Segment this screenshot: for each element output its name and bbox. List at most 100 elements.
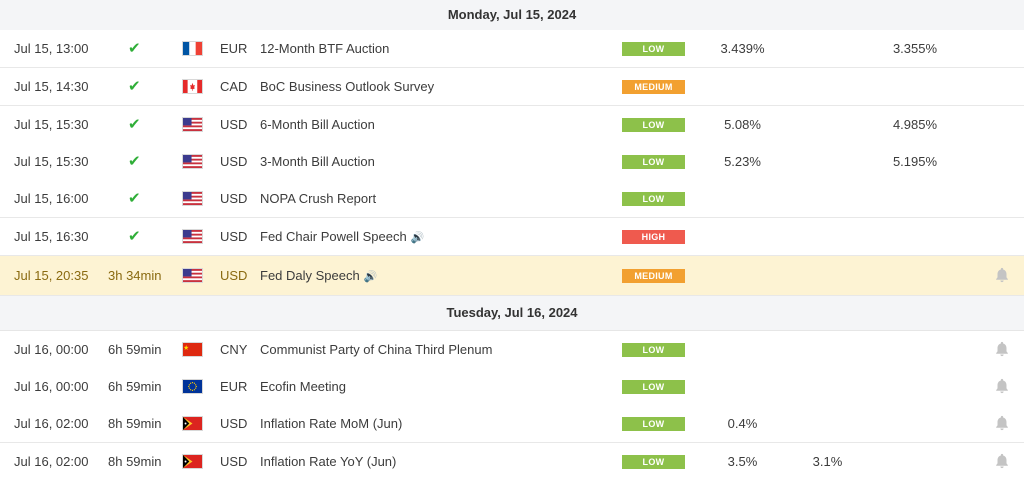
bell-icon[interactable] bbox=[993, 266, 1011, 284]
flag-ca-icon bbox=[182, 79, 203, 94]
previous-value: 4.985% bbox=[892, 117, 938, 132]
event-name[interactable]: Communist Party of China Third Plenum bbox=[260, 331, 492, 368]
impact-badge: MEDIUM bbox=[622, 269, 685, 283]
previous-value: 5.195% bbox=[892, 154, 938, 169]
table-row[interactable]: Jul 16, 02:00 8h 59min USD Inflation Rat… bbox=[0, 405, 1024, 443]
event-name[interactable]: 3-Month Bill Auction bbox=[260, 143, 375, 180]
impact-badge: LOW bbox=[622, 455, 685, 469]
countdown: 3h 34min bbox=[108, 268, 162, 283]
table-row[interactable]: Jul 15, 15:30 ✔ USD 3-Month Bill Auction… bbox=[0, 143, 1024, 181]
previous-value: 3.355% bbox=[892, 41, 938, 56]
event-name[interactable]: 6-Month Bill Auction bbox=[260, 106, 375, 143]
impact-badge: LOW bbox=[622, 343, 685, 357]
event-name-text: Inflation Rate YoY (Jun) bbox=[260, 454, 397, 469]
countdown: 8h 59min bbox=[108, 416, 162, 431]
table-row[interactable]: Jul 15, 16:30 ✔ USD Fed Chair Powell Spe… bbox=[0, 218, 1024, 256]
event-time: Jul 15, 14:30 bbox=[14, 79, 89, 94]
countdown: 6h 59min bbox=[108, 342, 162, 357]
event-time: Jul 15, 15:30 bbox=[14, 154, 89, 169]
event-time: Jul 16, 00:00 bbox=[14, 379, 89, 394]
impact-badge: LOW bbox=[622, 192, 685, 206]
check-icon: ✔ bbox=[128, 228, 141, 245]
bell-icon[interactable] bbox=[993, 340, 1011, 358]
currency-code: USD bbox=[220, 191, 248, 206]
flag-tl-icon bbox=[182, 454, 203, 469]
currency-code: EUR bbox=[220, 379, 248, 394]
event-name-text: 12-Month BTF Auction bbox=[260, 41, 390, 56]
table-row[interactable]: Jul 16, 00:00 6h 59min EUR Ecofin Meetin… bbox=[0, 368, 1024, 406]
flag-cn-icon bbox=[182, 342, 203, 357]
countdown: 6h 59min bbox=[108, 379, 162, 394]
actual-value: 5.23% bbox=[724, 154, 761, 169]
table-row-upcoming[interactable]: Jul 15, 20:35 3h 34min USD Fed Daly Spee… bbox=[0, 256, 1024, 296]
table-row[interactable]: Jul 15, 13:00 ✔ EUR 12-Month BTF Auction… bbox=[0, 30, 1024, 68]
impact-badge: LOW bbox=[622, 118, 685, 132]
impact-badge: LOW bbox=[622, 42, 685, 56]
table-row[interactable]: Jul 15, 15:30 ✔ USD 6-Month Bill Auction… bbox=[0, 106, 1024, 144]
event-name[interactable]: BoC Business Outlook Survey bbox=[260, 68, 434, 105]
bell-icon[interactable] bbox=[993, 452, 1011, 470]
event-name-text: BoC Business Outlook Survey bbox=[260, 79, 435, 94]
event-time: Jul 16, 00:00 bbox=[14, 342, 89, 357]
event-time: Jul 15, 13:00 bbox=[14, 41, 89, 56]
date-header-monday: Monday, Jul 15, 2024 bbox=[0, 0, 1024, 31]
flag-fr-icon bbox=[182, 41, 203, 56]
event-name-text: Fed Daly Speech bbox=[260, 268, 360, 283]
check-icon: ✔ bbox=[128, 190, 141, 207]
flag-us-icon bbox=[182, 191, 203, 206]
impact-badge: LOW bbox=[622, 155, 685, 169]
currency-code: CNY bbox=[220, 342, 248, 357]
flag-us-icon bbox=[182, 268, 203, 283]
table-row[interactable]: Jul 16, 02:00 8h 59min USD Inflation Rat… bbox=[0, 443, 1024, 475]
impact-badge: LOW bbox=[622, 417, 685, 431]
currency-code: USD bbox=[220, 117, 248, 132]
event-name[interactable]: Fed Chair Powell Speech 🔊 bbox=[260, 218, 424, 255]
impact-badge: HIGH bbox=[622, 230, 685, 244]
event-name[interactable]: 12-Month BTF Auction bbox=[260, 30, 389, 67]
check-icon: ✔ bbox=[128, 116, 141, 133]
date-header-tuesday: Tuesday, Jul 16, 2024 bbox=[0, 296, 1024, 331]
check-icon: ✔ bbox=[128, 153, 141, 170]
event-name-text: 3-Month Bill Auction bbox=[260, 154, 375, 169]
event-name[interactable]: Inflation Rate MoM (Jun) bbox=[260, 405, 402, 442]
flag-us-icon bbox=[182, 117, 203, 132]
impact-badge: MEDIUM bbox=[622, 80, 685, 94]
event-time: Jul 15, 16:00 bbox=[14, 191, 89, 206]
actual-value: 0.4% bbox=[727, 416, 758, 431]
currency-code: USD bbox=[220, 229, 248, 244]
bell-icon[interactable] bbox=[993, 414, 1011, 432]
event-name[interactable]: Inflation Rate YoY (Jun) bbox=[260, 443, 396, 480]
speaker-icon: 🔊 bbox=[363, 271, 378, 283]
event-time: Jul 16, 02:00 bbox=[14, 454, 89, 469]
event-time: Jul 15, 15:30 bbox=[14, 117, 89, 132]
event-name-text: 6-Month Bill Auction bbox=[260, 117, 375, 132]
currency-code: USD bbox=[220, 416, 248, 431]
countdown: 8h 59min bbox=[108, 454, 162, 469]
flag-us-icon bbox=[182, 229, 203, 244]
table-row[interactable]: Jul 15, 16:00 ✔ USD NOPA Crush Report LO… bbox=[0, 180, 1024, 218]
event-time: Jul 15, 20:35 bbox=[14, 268, 89, 283]
table-row[interactable]: Jul 16, 00:00 6h 59min CNY Communist Par… bbox=[0, 331, 1024, 369]
flag-us-icon bbox=[182, 154, 203, 169]
table-row[interactable]: Jul 15, 14:30 ✔ CAD BoC Business Outlook… bbox=[0, 68, 1024, 106]
event-name-text: Inflation Rate MoM (Jun) bbox=[260, 416, 403, 431]
bell-icon[interactable] bbox=[993, 377, 1011, 395]
flag-tl-icon bbox=[182, 416, 203, 431]
actual-value: 3.439% bbox=[720, 41, 765, 56]
event-time: Jul 15, 16:30 bbox=[14, 229, 89, 244]
currency-code: CAD bbox=[220, 79, 248, 94]
speaker-icon: 🔊 bbox=[410, 232, 425, 244]
event-name-text: Fed Chair Powell Speech bbox=[260, 229, 407, 244]
check-icon: ✔ bbox=[128, 78, 141, 95]
impact-badge: LOW bbox=[622, 380, 685, 394]
event-name[interactable]: Fed Daly Speech 🔊 bbox=[260, 256, 377, 295]
currency-code: USD bbox=[220, 154, 248, 169]
check-icon: ✔ bbox=[128, 40, 141, 57]
event-name-text: Ecofin Meeting bbox=[260, 379, 346, 394]
event-name[interactable]: NOPA Crush Report bbox=[260, 180, 376, 217]
event-name[interactable]: Ecofin Meeting bbox=[260, 368, 346, 405]
flag-eu-icon bbox=[182, 379, 203, 394]
event-time: Jul 16, 02:00 bbox=[14, 416, 89, 431]
currency-code: USD bbox=[220, 454, 248, 469]
actual-value: 5.08% bbox=[724, 117, 761, 132]
